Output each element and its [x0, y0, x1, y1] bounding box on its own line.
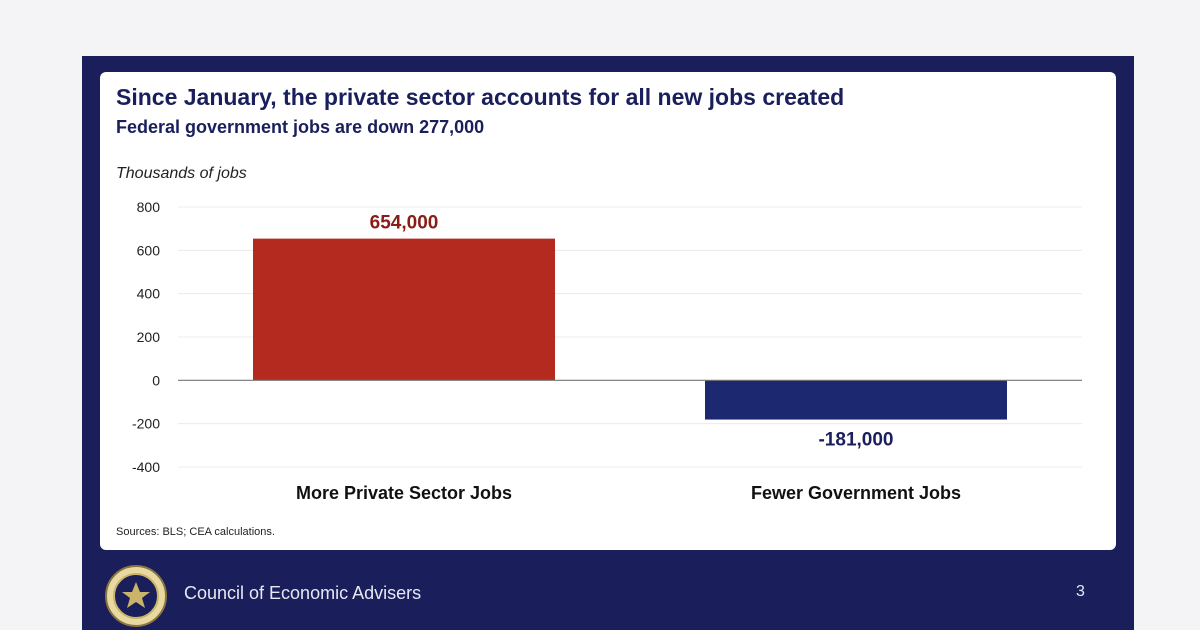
source-note: Sources: BLS; CEA calculations. — [116, 526, 275, 538]
y-tick-label: 800 — [137, 199, 161, 215]
chart-title: Since January, the private sector accoun… — [116, 84, 845, 110]
category-label: More Private Sector Jobs — [296, 483, 512, 503]
bar-chart: 800 600 400 200 0 -200 -400 654,000 More Private… — [132, 199, 1082, 503]
footer-organization: Council of Economic Advisers — [184, 583, 422, 603]
chart-subtitle: Federal government jobs are down 277,000 — [116, 117, 485, 137]
category-label: Fewer Government Jobs — [751, 483, 961, 503]
y-tick-label: -200 — [132, 416, 160, 432]
y-axis-label: Thousands of jobs — [116, 165, 247, 182]
chart-card: Since January, the private sector accoun… — [100, 72, 1116, 550]
y-tick-label: 600 — [137, 242, 161, 258]
y-tick-label: -400 — [132, 459, 160, 475]
y-tick-label: 0 — [152, 372, 160, 388]
bar — [705, 380, 1007, 420]
y-tick-label: 400 — [137, 286, 161, 302]
y-tick-label: 200 — [137, 329, 161, 345]
cea-seal-icon — [105, 565, 167, 627]
bar-value-label: 654,000 — [370, 213, 439, 234]
page-number: 3 — [1076, 583, 1085, 600]
bar — [253, 238, 555, 381]
bar-value-label: -181,000 — [818, 430, 893, 451]
